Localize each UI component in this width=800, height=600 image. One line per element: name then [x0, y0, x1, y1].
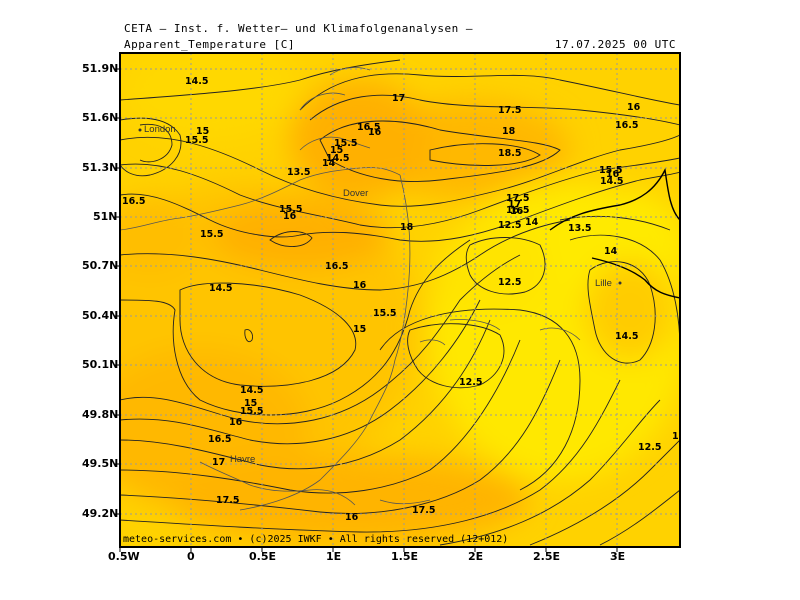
contour-label: 15	[330, 145, 343, 156]
contour-lines	[120, 59, 680, 546]
lon-label: 1.5E	[391, 550, 419, 563]
contour-label: 16	[353, 280, 367, 291]
contour-label: 14.5	[600, 176, 623, 187]
lat-label: 51.3N	[82, 161, 119, 174]
contour-label: 15.5	[200, 229, 223, 240]
contour-label: 17.5	[506, 193, 529, 204]
city-label: Havre	[230, 454, 255, 465]
contour-label: 18	[400, 222, 414, 233]
contour-label: 14	[322, 158, 336, 169]
contour-label: 16	[510, 206, 524, 217]
contour-label: 16.5	[506, 205, 529, 216]
lat-label: 51N	[93, 210, 118, 223]
contour-label: 15.5	[334, 138, 357, 149]
contour-label: 12.5	[638, 442, 661, 453]
lat-label: 51.6N	[82, 111, 119, 124]
contour-label: 16	[627, 102, 641, 113]
contour-label: 16	[229, 417, 243, 428]
contour-label: 16.5	[325, 261, 348, 272]
map-frame	[119, 52, 681, 548]
contour-label: 14.5	[240, 385, 263, 396]
variable-label: Apparent_Temperature [C]	[124, 38, 295, 51]
contour-label: 17	[212, 457, 225, 468]
contour-label: 15	[244, 398, 257, 409]
contour-label: 12.5	[498, 277, 521, 288]
contour-label: 15.5	[185, 135, 208, 146]
graticule	[120, 53, 680, 547]
contour-label: 14.5	[209, 283, 232, 294]
contour-label: 16.5	[615, 120, 638, 131]
lat-label: 49.8N	[82, 408, 119, 421]
lat-label: 49.2N	[82, 507, 119, 520]
lon-label: 0	[187, 550, 195, 563]
contour-label: 18	[502, 126, 516, 137]
lon-label: 2.5E	[533, 550, 561, 563]
contour-label: 15.5	[279, 204, 302, 215]
city-marker	[138, 128, 142, 132]
city-label: London	[144, 124, 176, 135]
contour-label: 17	[392, 93, 405, 104]
contour-label: 12.5	[459, 377, 482, 388]
contour-label: 16	[368, 127, 382, 138]
lon-label: 2E	[468, 550, 484, 563]
contour-label: 15	[353, 324, 366, 335]
city-label: Dover	[343, 188, 368, 199]
coastlines	[120, 67, 581, 511]
contour-label: 17.5	[216, 495, 239, 506]
valid-time-label: 17.07.2025 00 UTC	[554, 38, 676, 51]
contour-label: 17	[508, 199, 521, 210]
contour-label: 15	[196, 126, 209, 137]
lat-label: 50.7N	[82, 259, 119, 272]
contour-label: 13.5	[568, 223, 591, 234]
contour-label: 16	[283, 211, 297, 222]
lat-label: 50.4N	[82, 309, 119, 322]
lon-label: 1E	[326, 550, 342, 563]
contour-label: 16.5	[357, 122, 380, 133]
copyright-footer: meteo-services.com • (c)2025 IWKF • All …	[123, 534, 509, 545]
lat-label: 50.1N	[82, 358, 119, 371]
header-organization: CETA — Inst. f. Wetter— und Klimafolgena…	[124, 22, 474, 35]
contour-label: 16.5	[122, 196, 145, 207]
contour-label: 14	[525, 217, 539, 228]
contour-label: 15.5	[240, 406, 263, 417]
contour-label: 15.5	[373, 308, 396, 319]
lon-label: 0.5E	[249, 550, 277, 563]
contour-label: 14.5	[615, 331, 638, 342]
contour-label: 16	[345, 512, 359, 523]
lon-label: 0.5W	[108, 550, 140, 563]
contour-label: 14	[604, 246, 618, 257]
contour-label: 18.5	[498, 148, 521, 159]
contour-label: 16.5	[208, 434, 231, 445]
border-line-2	[591, 257, 680, 299]
city-marker	[618, 281, 622, 285]
lat-label: 49.5N	[82, 457, 119, 470]
border-line	[549, 167, 680, 231]
contour-label: 16	[606, 169, 620, 180]
contour-label: 15	[672, 431, 685, 442]
city-label: Lille	[595, 278, 612, 289]
contour-label: 14.5	[185, 76, 208, 87]
lon-label: 3E	[610, 550, 626, 563]
contour-label: 15.5	[599, 165, 622, 176]
contour-label: 12.5	[498, 220, 521, 231]
contour-label: 13.5	[287, 167, 310, 178]
contour-label: 17.5	[412, 505, 435, 516]
lat-label: 51.9N	[82, 62, 119, 75]
contour-label: 17.5	[498, 105, 521, 116]
contour-label: 14.5	[326, 153, 349, 164]
